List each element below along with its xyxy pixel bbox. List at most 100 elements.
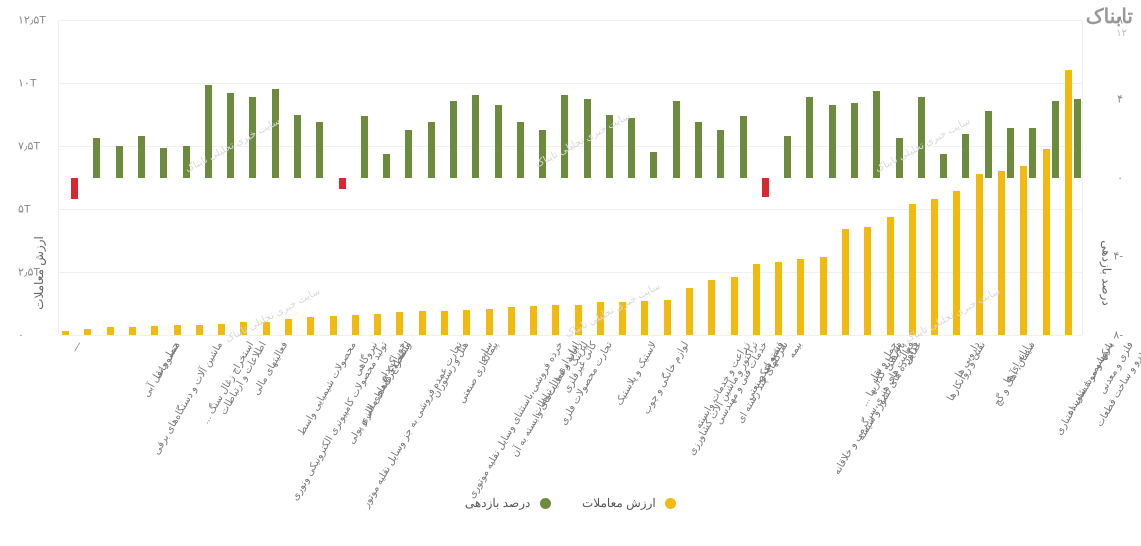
return-bar bbox=[183, 146, 190, 178]
return-bar bbox=[517, 122, 524, 177]
legend-dot-return bbox=[540, 498, 551, 509]
value-bar bbox=[664, 300, 671, 335]
legend-label-value: ارزش معاملات bbox=[582, 496, 656, 510]
return-bar bbox=[405, 130, 412, 177]
value-bar bbox=[330, 316, 337, 335]
return-bar bbox=[873, 91, 880, 178]
value-bar bbox=[619, 302, 626, 335]
value-bar bbox=[84, 329, 91, 335]
return-bar bbox=[93, 138, 100, 177]
return-bar bbox=[472, 95, 479, 178]
y-left-tick: ۰ bbox=[18, 329, 24, 342]
value-bar bbox=[909, 204, 916, 335]
value-bar bbox=[174, 325, 181, 335]
value-bar bbox=[396, 312, 403, 335]
category-label: بیمه bbox=[787, 340, 805, 360]
value-bar bbox=[797, 259, 804, 335]
return-bar bbox=[606, 115, 613, 178]
y-right-title: درصد بازدهی bbox=[1099, 240, 1113, 305]
return-bar bbox=[851, 103, 858, 178]
return-bar bbox=[205, 85, 212, 178]
return-bar bbox=[71, 178, 78, 200]
value-bar bbox=[107, 327, 114, 335]
value-bar bbox=[597, 302, 604, 335]
return-bar bbox=[160, 148, 167, 178]
return-bar bbox=[695, 122, 702, 177]
value-bar bbox=[419, 311, 426, 335]
return-bar bbox=[339, 178, 346, 190]
value-bar bbox=[976, 174, 983, 335]
return-bar bbox=[428, 122, 435, 177]
y-right-tick: ۰ bbox=[1117, 171, 1123, 184]
value-bar bbox=[864, 227, 871, 335]
value-bar bbox=[820, 257, 827, 335]
brand-sub: ۱۲ bbox=[1116, 28, 1127, 39]
value-bar bbox=[887, 217, 894, 335]
return-bar bbox=[784, 136, 791, 177]
value-bar bbox=[263, 322, 270, 335]
value-bar bbox=[240, 322, 247, 335]
return-bar bbox=[918, 97, 925, 178]
return-bar bbox=[829, 105, 836, 178]
return-bar bbox=[650, 152, 657, 178]
return-bar bbox=[561, 95, 568, 178]
return-bar bbox=[249, 97, 256, 178]
return-bar bbox=[495, 105, 502, 178]
return-bar bbox=[962, 134, 969, 177]
value-bar bbox=[486, 309, 493, 335]
value-bar bbox=[530, 306, 537, 335]
return-bar bbox=[673, 101, 680, 178]
value-bar bbox=[307, 317, 314, 335]
y-left-tick: ۱۰T bbox=[18, 77, 37, 90]
return-bar bbox=[806, 97, 813, 178]
return-bar bbox=[294, 115, 301, 178]
return-bar bbox=[717, 130, 724, 177]
return-bar bbox=[896, 138, 903, 177]
value-bar bbox=[62, 331, 69, 335]
return-bar bbox=[1074, 99, 1081, 178]
y-right-tick: ۸ bbox=[1117, 14, 1123, 27]
return-bar bbox=[985, 111, 992, 178]
value-bar bbox=[753, 264, 760, 335]
value-bar bbox=[552, 305, 559, 335]
value-bar bbox=[463, 310, 470, 335]
return-bar bbox=[1007, 128, 1014, 177]
legend: ارزش معاملات درصد بازدهی bbox=[0, 496, 1141, 510]
return-bar bbox=[940, 154, 947, 178]
return-bar bbox=[361, 116, 368, 177]
value-bar bbox=[151, 326, 158, 335]
value-bar bbox=[708, 280, 715, 335]
chart-container: تابناک ۱۲ ارزش معاملات درصد بازدهی ارزش … bbox=[0, 0, 1141, 546]
value-bar bbox=[686, 288, 693, 335]
return-bar bbox=[1052, 101, 1059, 178]
brand-logo: تابناک bbox=[1086, 4, 1133, 29]
value-bar bbox=[129, 327, 136, 335]
return-bar bbox=[584, 99, 591, 178]
value-bar bbox=[441, 311, 448, 335]
category-label: حمل و نقل آبی bbox=[141, 340, 182, 399]
return-bar bbox=[1029, 128, 1036, 177]
y-left-tick: ۷٫۵T bbox=[18, 140, 40, 153]
value-bar bbox=[218, 324, 225, 335]
value-bar bbox=[1020, 166, 1027, 335]
value-bar bbox=[775, 262, 782, 335]
return-bar bbox=[383, 154, 390, 178]
legend-dot-value bbox=[665, 498, 676, 509]
y-left-tick: ۵T bbox=[18, 203, 31, 216]
value-bar bbox=[1043, 149, 1050, 335]
value-bar bbox=[352, 315, 359, 335]
category-label: محصولات شیمیایی واسط bbox=[296, 340, 359, 437]
value-bar bbox=[931, 199, 938, 335]
return-bar bbox=[740, 116, 747, 177]
return-bar bbox=[272, 89, 279, 178]
category-label: فعالیت های هنری،سرگرمی و خلاقانه bbox=[832, 340, 917, 477]
y-left-tick: ۱۲٫۵T bbox=[18, 14, 46, 27]
legend-item-value: ارزش معاملات bbox=[582, 496, 676, 510]
value-bar bbox=[508, 307, 515, 335]
value-bar bbox=[842, 229, 849, 335]
return-bar bbox=[628, 118, 635, 177]
category-label: سیمان، آهک و گچ bbox=[993, 340, 1039, 408]
return-bar bbox=[227, 93, 234, 178]
y-right-tick: ۴ bbox=[1117, 92, 1123, 105]
return-bar bbox=[450, 101, 457, 178]
